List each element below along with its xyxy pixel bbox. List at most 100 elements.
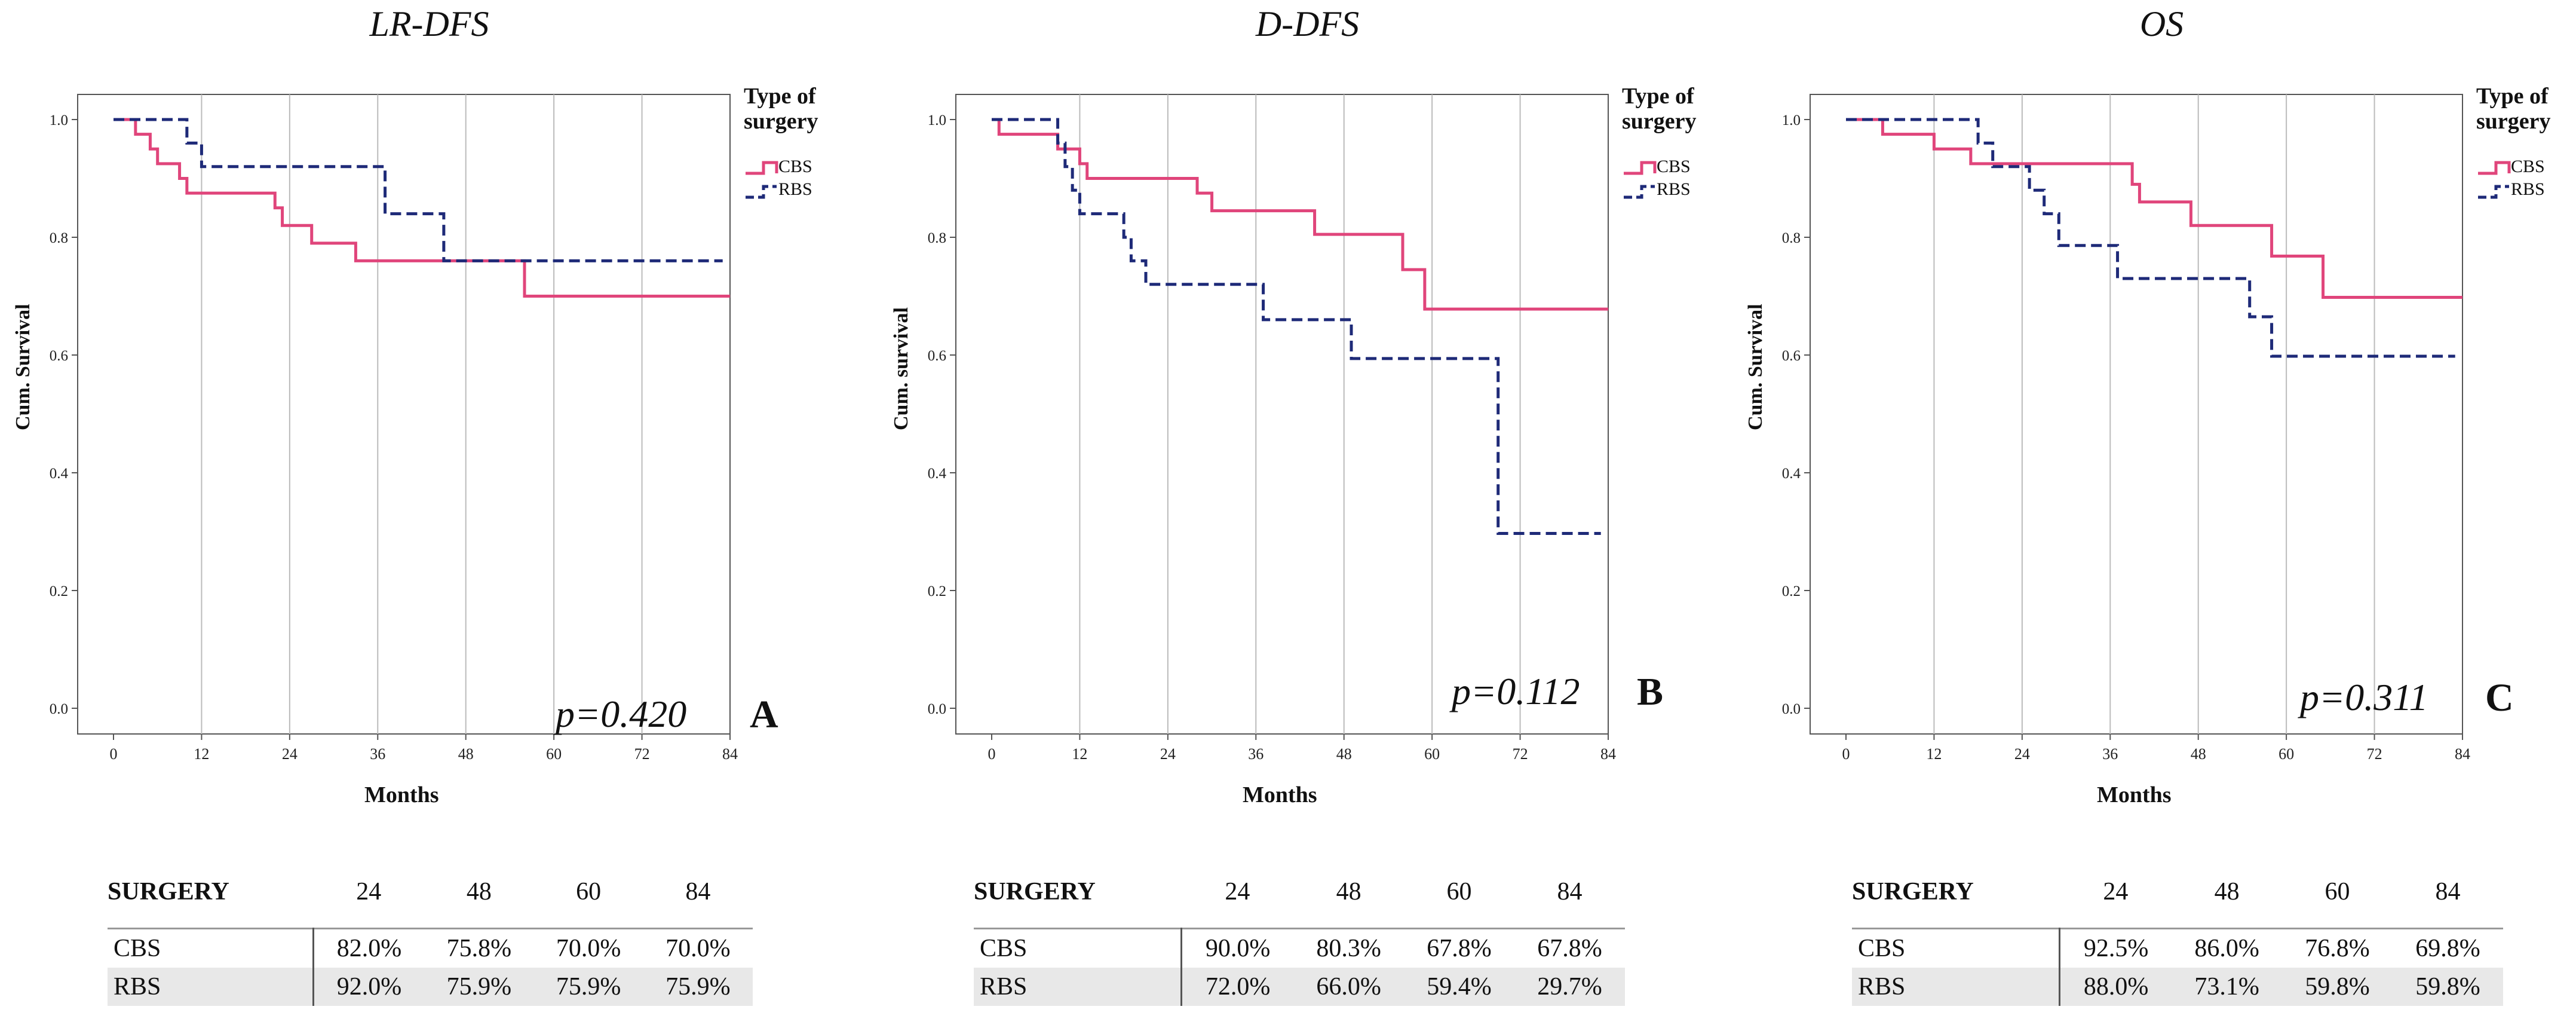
legend-rbs: RBS — [1657, 179, 1691, 199]
y-axis-label: Cum. Survival — [12, 304, 34, 430]
table-header-60: 60 — [2324, 878, 2350, 905]
y-tick-label: 1.0 — [50, 112, 68, 129]
survival-table: SURGERY 24 48 60 84 CBS 92.5% 86.0% 76.8%… — [1852, 877, 2503, 1006]
legend-swatch-rbs — [1624, 185, 1655, 199]
legend-cbs: CBS — [778, 157, 812, 176]
panel-c: OS 0 12 24 36 48 60 72 84 0.0 0.2 0.4 0.6 0.8 1.0 Cum… — [1732, 0, 2576, 1034]
panel-b: D-DFS 0 12 24 36 48 60 72 84 0.0 0.2 0.4 0.6 0.8 1.0 … — [878, 0, 1737, 1034]
table-header-84: 84 — [685, 878, 711, 905]
y-tick-label: 0.8 — [1782, 230, 1801, 246]
x-tick-label: 24 — [1160, 745, 1176, 763]
legend-rbs: RBS — [778, 179, 812, 199]
y-tick-label: 1.0 — [1782, 112, 1801, 129]
table-row: CBS 82.0% 75.8% 70.0% 70.0% — [108, 928, 753, 968]
table-header-84: 84 — [1557, 878, 1583, 905]
table-row: CBS 92.5% 86.0% 76.8% 69.8% — [1852, 928, 2503, 968]
plot-frame — [77, 94, 731, 735]
legend-rbs: RBS — [2511, 179, 2545, 199]
x-tick-label: 48 — [1336, 745, 1352, 763]
y-tick-label: 0.8 — [928, 230, 946, 246]
table-header-24: 24 — [356, 878, 382, 905]
panel-letter: B — [1637, 670, 1664, 714]
x-tick-label: 84 — [722, 745, 738, 763]
x-tick-label: 60 — [546, 745, 562, 763]
y-axis-label: Cum. survival — [890, 307, 912, 430]
x-axis-label: Months — [364, 782, 439, 807]
x-axis-label: Months — [2097, 782, 2172, 807]
x-tick-label: 72 — [634, 745, 650, 763]
x-tick-label: 72 — [2367, 745, 2382, 763]
y-tick-label: 0.2 — [928, 583, 946, 599]
table-header-24: 24 — [1225, 878, 1250, 905]
plot-frame — [1810, 94, 2463, 735]
x-tick-label: 48 — [458, 745, 474, 763]
series-line-rbs — [114, 118, 723, 262]
y-tick-label: 0.8 — [50, 230, 68, 246]
table-header-60: 60 — [1446, 878, 1472, 905]
p-value: p=0.112 — [1452, 670, 1580, 712]
y-tick-label: 0.6 — [928, 348, 946, 364]
legend-cbs: CBS — [2511, 157, 2545, 176]
x-tick-label: 12 — [194, 745, 209, 763]
series-line-rbs — [992, 118, 1601, 535]
x-tick-label: 84 — [2455, 745, 2470, 763]
series-line-rbs — [1846, 118, 2455, 358]
y-tick-label: 0.0 — [1782, 701, 1801, 717]
x-tick-label: 60 — [2278, 745, 2294, 763]
table-row: RBS 92.0% 75.9% 75.9% 75.9% — [108, 968, 753, 1006]
x-tick-label: 12 — [1926, 745, 1942, 763]
table-row: RBS 72.0% 66.0% 59.4% 29.7% — [974, 968, 1625, 1006]
survival-table: SURGERY 24 48 60 84 CBS 90.0% 80.3% 67.8%… — [974, 877, 1625, 1006]
x-tick-label: 12 — [1072, 745, 1087, 763]
chart-title: D-DFS — [1255, 4, 1360, 44]
legend-swatch-cbs — [1624, 161, 1657, 175]
y-tick-label: 0.2 — [1782, 583, 1801, 599]
x-tick-label: 84 — [1600, 745, 1616, 763]
km-plot: 0 12 24 36 48 60 72 84 0.0 0.2 0.4 0.6 0.8 1.0 — [928, 94, 1657, 763]
y-tick-label: 0.6 — [50, 348, 68, 364]
x-tick-label: 0 — [110, 745, 118, 763]
table-header-label: SURGERY — [1852, 878, 1974, 905]
table-header-label: SURGERY — [974, 878, 1096, 905]
panel-a: LR-DFS 0 12 24 36 48 60 72 84 0.0 0.2 0.4 0.6 0.8 1.0… — [0, 0, 858, 1034]
x-tick-label: 0 — [988, 745, 996, 763]
legend-title: Type of surgery — [2476, 84, 2551, 134]
legend-swatch-cbs — [2478, 161, 2511, 175]
plot-frame — [955, 94, 1609, 735]
y-axis-label: Cum. Survival — [1744, 304, 1767, 430]
table-header-48: 48 — [466, 878, 492, 905]
chart-title: OS — [2139, 4, 2184, 44]
legend-swatch-rbs — [2478, 185, 2509, 199]
x-tick-label: 36 — [370, 745, 385, 763]
y-tick-label: 0.4 — [928, 466, 947, 482]
x-tick-label: 36 — [2102, 745, 2118, 763]
legend-title: Type of surgery — [1622, 84, 1697, 134]
km-plot: 0 12 24 36 48 60 72 84 0.0 0.2 0.4 0.6 0.8 1.0 — [50, 94, 778, 763]
y-tick-label: 0.4 — [1782, 466, 1801, 482]
y-tick-label: 0.2 — [50, 583, 68, 599]
table-header-24: 24 — [2103, 878, 2129, 905]
table-header-84: 84 — [2435, 878, 2461, 905]
y-tick-label: 1.0 — [928, 112, 946, 129]
y-tick-label: 0.0 — [50, 701, 68, 717]
x-tick-label: 60 — [1424, 745, 1440, 763]
table-header-60: 60 — [576, 878, 602, 905]
p-value: p=0.311 — [2300, 676, 2428, 718]
x-tick-label: 24 — [282, 745, 298, 763]
y-tick-label: 0.6 — [1782, 348, 1801, 364]
table-header-48: 48 — [2214, 878, 2240, 905]
panel-letter: A — [750, 693, 778, 736]
legend-swatch-rbs — [746, 185, 777, 199]
series-line-cbs — [114, 118, 730, 298]
y-tick-label: 0.4 — [50, 466, 69, 482]
x-tick-label: 36 — [1248, 745, 1264, 763]
x-tick-label: 24 — [2014, 745, 2030, 763]
table-row: CBS 90.0% 80.3% 67.8% 67.8% — [974, 928, 1625, 968]
table-header-label: SURGERY — [108, 878, 229, 905]
y-tick-label: 0.0 — [928, 701, 946, 717]
km-plot: 0 12 24 36 48 60 72 84 0.0 0.2 0.4 0.6 0.8 1.0 — [1782, 94, 2511, 763]
x-axis-label: Months — [1243, 782, 1317, 807]
legend-cbs: CBS — [1657, 157, 1691, 176]
p-value: p=0.420 — [556, 693, 687, 735]
x-tick-label: 48 — [2191, 745, 2206, 763]
